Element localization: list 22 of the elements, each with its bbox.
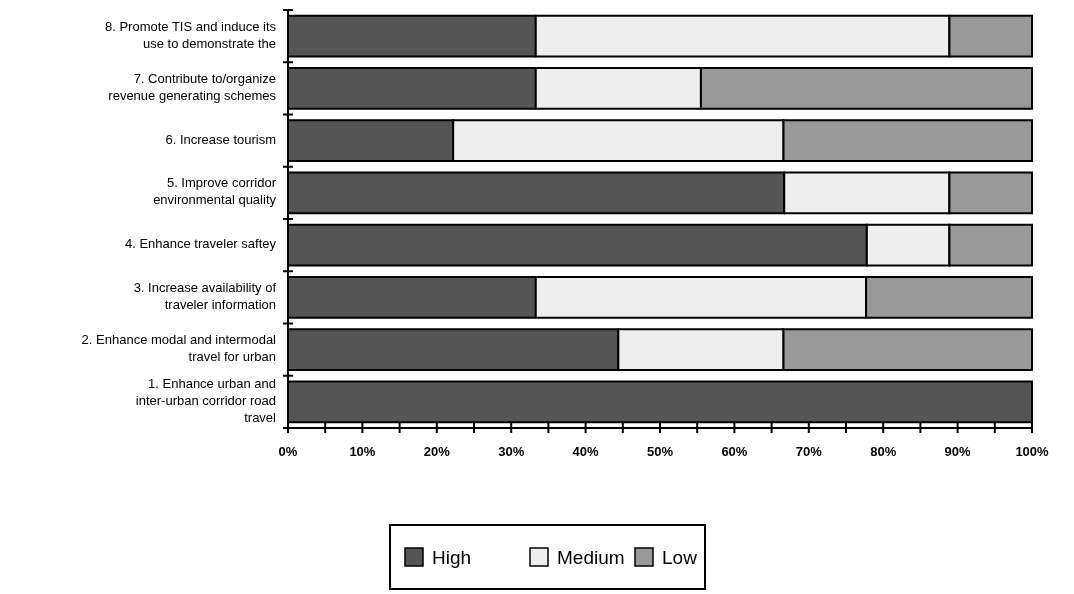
x-tick-label: 40% <box>572 444 600 459</box>
x-tick-label: 90% <box>944 444 972 459</box>
x-tick-label: 50% <box>646 444 674 459</box>
y-tick-label: 8. Promote TIS and induce its use to demonstrate the <box>104 19 277 52</box>
y-tick-label: 7. Contribute to/organize revenue generating schemes <box>108 71 277 104</box>
x-tick-label: 30% <box>498 444 525 459</box>
y-tick-label: 3. Increase availability of traveler information <box>133 280 277 313</box>
x-tick-label: 70% <box>795 444 823 459</box>
legend-label: High <box>432 547 472 568</box>
y-tick-label: 4. Enhance traveler saftey <box>124 236 277 252</box>
y-tick-label: 6. Increase tourism <box>165 132 276 148</box>
y-tick-label: 1. Enhance urban and inter-urban corridor road travel <box>135 376 277 426</box>
x-tick-label: 100% <box>1015 444 1050 459</box>
x-tick-label: 20% <box>423 444 451 459</box>
y-tick-label: 2. Enhance modal and intermodal travel for urban <box>81 332 277 365</box>
x-tick-label: 10% <box>349 444 376 459</box>
legend-label: Medium <box>557 547 625 568</box>
x-tick-label: 80% <box>870 444 897 459</box>
x-tick-label: 60% <box>721 444 748 459</box>
x-tick-label: 0% <box>278 444 298 459</box>
legend-label: Low <box>662 547 698 568</box>
y-tick-label: 5. Improve corridor environmental quality <box>153 175 277 208</box>
